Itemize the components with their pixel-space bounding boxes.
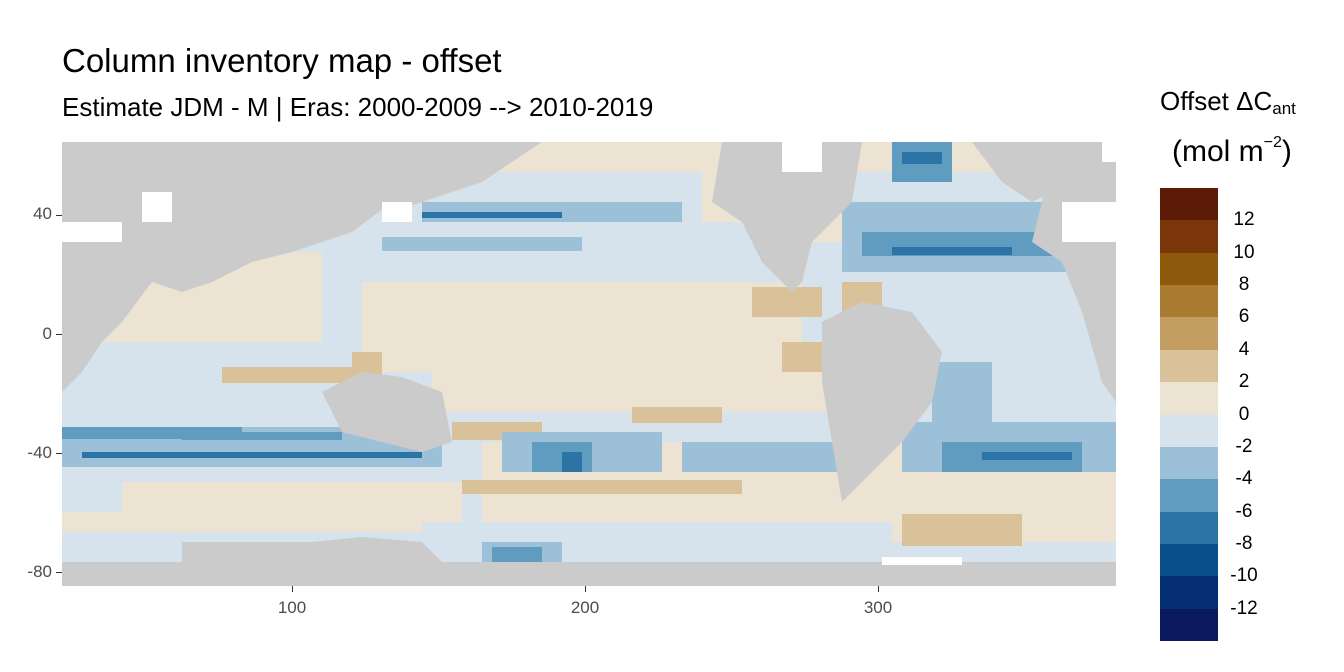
x-tick-label: 100 <box>277 598 307 617</box>
map-svg <box>62 142 1116 586</box>
legend-break-label: 6 <box>1238 306 1250 328</box>
x-tick-mark <box>585 586 586 592</box>
very-strong-negative-regions <box>82 152 1072 472</box>
y-tick-label: -40 <box>27 443 52 462</box>
legend-break-label: -4 <box>1235 468 1253 490</box>
no-data-regions <box>62 142 1116 565</box>
legend-break-label: -2 <box>1235 435 1253 457</box>
y-tick-mark <box>56 215 62 216</box>
legend-swatch <box>1160 188 1218 221</box>
legend-break-label: -8 <box>1235 532 1253 554</box>
legend-swatch <box>1160 576 1218 610</box>
legend-colorbar <box>1160 188 1234 642</box>
legend-swatch <box>1160 382 1218 415</box>
legend-swatch <box>1160 285 1218 318</box>
y-tick-label: -80 <box>27 562 52 581</box>
x-tick-mark <box>292 586 293 592</box>
map-panel <box>62 142 1116 586</box>
legend-title: Offset ΔCant <box>1160 86 1296 118</box>
legend-break-label: 10 <box>1233 241 1255 263</box>
chart-subtitle: Estimate JDM - M | Eras: 2000-2009 --> 2… <box>62 92 654 122</box>
legend-swatch <box>1160 479 1218 513</box>
x-tick-mark <box>878 586 879 592</box>
legend-break-label: -6 <box>1235 500 1253 522</box>
legend-swatch <box>1160 446 1218 480</box>
legend-unit: (mol m−2) <box>1172 134 1292 168</box>
legend-swatch <box>1160 543 1218 577</box>
y-tick-mark <box>56 334 62 335</box>
legend-break-label: -12 <box>1230 597 1258 619</box>
legend-break-label: 2 <box>1238 371 1250 393</box>
legend-swatch <box>1160 414 1218 448</box>
legend-swatch <box>1160 317 1218 351</box>
y-tick-label: 40 <box>33 204 52 223</box>
chart-title: Column inventory map - offset <box>62 42 502 79</box>
legend-swatch <box>1160 608 1218 642</box>
legend-break-label: 8 <box>1238 274 1250 296</box>
y-tick-mark <box>56 572 62 573</box>
legend-swatch <box>1160 349 1218 383</box>
legend-swatch <box>1160 252 1218 286</box>
legend-break-label: 0 <box>1238 403 1250 425</box>
x-tick-label: 200 <box>570 598 600 617</box>
legend-swatch <box>1160 511 1218 545</box>
y-tick-label: 0 <box>42 324 52 343</box>
legend-break-label: 4 <box>1238 338 1250 360</box>
y-tick-mark <box>56 453 62 454</box>
x-tick-label: 300 <box>863 598 893 617</box>
legend-swatch <box>1160 220 1218 254</box>
legend-break-label: 12 <box>1233 209 1255 231</box>
legend-break-label: -10 <box>1230 565 1258 587</box>
